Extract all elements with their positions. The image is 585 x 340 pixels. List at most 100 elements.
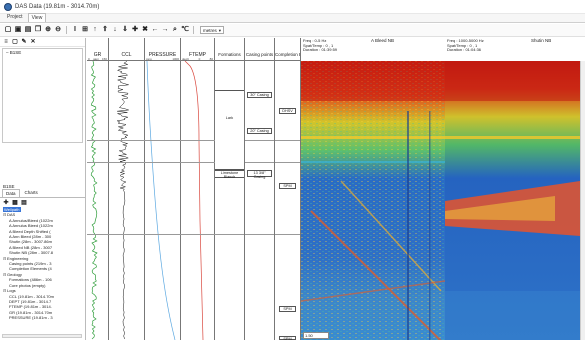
move-down-icon[interactable]: ↓ (113, 26, 117, 33)
data-well-label: B1SE (3, 184, 15, 189)
add-data-icon[interactable]: ✚ (3, 199, 9, 206)
casing-13[interactable]: 13 3/8" Casing (247, 170, 272, 179)
track-header-pressure: PRESSURE psig 1000 (145, 38, 180, 61)
delete-well-icon[interactable]: ✕ (30, 39, 36, 45)
spectrogram-duration: Duration : 01:39:59 (303, 47, 338, 53)
zoom-in-icon[interactable]: ⊕ (45, 26, 51, 33)
completion-spm[interactable]: SPM (279, 183, 296, 189)
tree-item[interactable]: Shutin (28m - 3007.86m (9, 239, 52, 245)
arrow-right-icon[interactable]: → (161, 26, 169, 33)
toolbar-separator (193, 26, 194, 34)
tree-item[interactable]: Casing points (219m - 3 (9, 261, 52, 267)
spectrogram-right[interactable] (445, 61, 580, 340)
track-formations[interactable]: Lark Limestone Blanch (215, 38, 245, 340)
panel-gap (0, 144, 85, 184)
data-tree: Wellpath ⊟DAS A Annulus/Bleed (1022m A A… (0, 207, 85, 321)
gr-curve (90, 61, 98, 340)
toolbar-separator (66, 26, 67, 34)
completion-spm[interactable]: SPM (279, 336, 296, 340)
grid-icon[interactable]: ▦ (12, 199, 18, 206)
tree-group-geology[interactable]: ⊟Geology (3, 271, 22, 277)
track-name: CCL (121, 52, 132, 58)
formation-limestone[interactable]: Limestone Blanch (215, 170, 244, 179)
well-toolbar: ≡ ▢ ✎ ✕ (0, 38, 85, 47)
ftemp-curve (184, 61, 204, 340)
open-icon[interactable]: ▣ (14, 26, 22, 33)
list-icon[interactable]: ≡ (4, 39, 8, 45)
track-pressure[interactable]: PRESSURE psig 1000 (145, 38, 181, 340)
depth-cursor-icon[interactable]: I (74, 26, 76, 33)
menu-tab-project[interactable]: Project (7, 14, 23, 20)
edit-well-icon[interactable]: ✎ (21, 39, 27, 45)
track-scale: 0 gapi 150 (88, 57, 107, 61)
track-header-gr: GR 0 gapi 150 (87, 38, 108, 61)
track-scale: degC 0 80 (182, 57, 213, 61)
tree-item[interactable]: Formations (486m - 106 (9, 277, 52, 283)
tab-charts[interactable]: Charts (24, 190, 38, 195)
align-top-icon[interactable]: ⊞ (82, 26, 88, 33)
add-track-icon[interactable]: ✚ (132, 26, 138, 33)
tree-group-das[interactable]: ⊟DAS (3, 212, 16, 218)
well-item[interactable]: – B1SE (6, 50, 22, 55)
window-title: DAS Data (19.81m - 3014.70m) (15, 3, 100, 10)
tree-item[interactable]: A Annulus Bleed (1022m (9, 223, 53, 229)
tree-item[interactable]: FTEMP (19.81m - 3014. (9, 304, 52, 310)
track-ccl[interactable]: CCL (109, 38, 145, 340)
vertical-scrollbar[interactable] (580, 61, 585, 340)
move-top-icon[interactable]: ⇑ (102, 26, 108, 33)
formation-lark[interactable]: Lark (215, 90, 244, 170)
table-icon[interactable]: ▤ (21, 199, 27, 206)
tree-item-wellpath[interactable]: Wellpath (3, 207, 21, 212)
menu-tab-view[interactable]: View (27, 13, 47, 22)
casing-30[interactable]: 30" Casing (247, 92, 272, 98)
track-completion[interactable]: DHSV SPM SPM SPM (275, 38, 301, 340)
units-select[interactable]: metres ▾ (200, 26, 225, 34)
menu-bar: Project View (0, 13, 585, 23)
depth-value-box[interactable]: 1.50 (303, 332, 329, 339)
toolbar: ▢ ▣ ▤ ❐ ⊕ ⊖ I ⊞ ↑ ⇑ ↓ ⇓ ✚ ✖ ← → ⌕ ℃ metr… (0, 24, 585, 37)
arrow-left-icon[interactable]: ← (151, 26, 159, 33)
delete-track-icon[interactable]: ✖ (142, 26, 148, 33)
track-ftemp[interactable]: FTEMP degC 0 80 (181, 38, 215, 340)
track-header-ccl: CCL (109, 38, 144, 61)
chevron-down-icon: ▾ (218, 27, 222, 33)
track-gr[interactable]: GR 0 gapi 150 (87, 38, 109, 340)
move-bottom-icon[interactable]: ⇓ (122, 26, 128, 33)
track-scale: psig 1000 (146, 57, 179, 61)
depth-gridline (87, 234, 301, 235)
new-well-icon[interactable]: ▢ (12, 39, 18, 45)
tree-item[interactable]: A Bleed NB (28m - 3007 (9, 244, 53, 250)
move-up-icon[interactable]: ↑ (93, 26, 97, 33)
spectrogram-left[interactable] (301, 61, 445, 340)
track-casing[interactable]: 30" Casing 20" Casing 13 3/8" Casing (245, 38, 275, 340)
spectrogram-title: Shutin NB (531, 38, 552, 43)
data-toolbar: ✚ ▦ ▤ (0, 198, 85, 207)
spectrogram-freq: Freq : 1000-5000 Hz (447, 38, 484, 43)
spectrogram-spat: Spat/Temp : 0 , 1 (447, 42, 478, 48)
tree-item[interactable]: Completion Elements (4 (9, 266, 52, 272)
tree-item[interactable]: A Annulus/Bleed (1022m (9, 217, 53, 223)
track-name: FTEMP (189, 52, 206, 58)
tree-item[interactable]: PRESSURE (19.81m - 3 (9, 315, 53, 321)
tree-item[interactable]: Core photos (empty) (9, 282, 46, 288)
casing-20[interactable]: 20" Casing (247, 128, 272, 134)
copy-icon[interactable]: ❐ (34, 26, 42, 33)
tree-item[interactable]: GR (19.81m - 3014.70m (9, 309, 53, 315)
temperature-icon[interactable]: ℃ (181, 26, 189, 33)
tree-group-logs[interactable]: ⊟Logs (3, 288, 16, 294)
completion-dhsv[interactable]: DHSV (279, 108, 296, 114)
zoom-out-icon[interactable]: ⊖ (55, 26, 61, 33)
tree-item[interactable]: Shutin NB (28m - 3007.8 (9, 250, 54, 256)
tree-item[interactable]: A Bleed Depth Shifted ( (9, 228, 51, 234)
pan-icon[interactable]: ⌕ (173, 26, 177, 33)
tree-item[interactable]: A Ann Bleed (28m - 300 (9, 234, 52, 240)
tree-item[interactable]: CCL (19.81m - 3014.70m (9, 293, 54, 299)
completion-spm[interactable]: SPM (279, 306, 296, 312)
tree-item[interactable]: DEPT (19.81m - 3014.7 (9, 298, 52, 304)
new-icon[interactable]: ▢ (4, 26, 12, 33)
tab-data[interactable]: Data (2, 189, 20, 197)
save-icon[interactable]: ▤ (24, 26, 32, 33)
tree-horizontal-scrollbar[interactable] (2, 334, 82, 338)
log-display[interactable]: GR 0 gapi 150 CCL PRESSURE psig 1000 (87, 38, 585, 340)
tree-group-engineering[interactable]: ⊟Engineering (3, 255, 29, 261)
